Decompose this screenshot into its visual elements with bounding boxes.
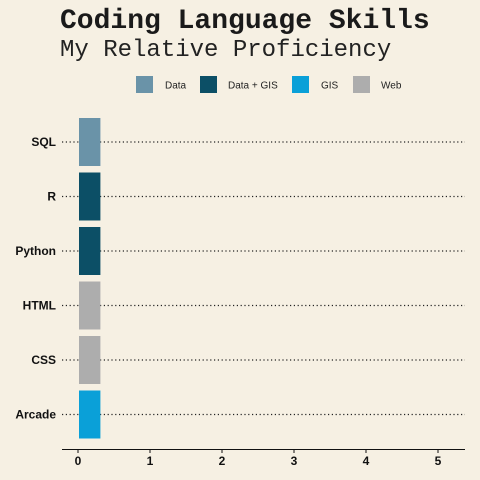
chart-subtitle: My Relative Proficiency	[60, 37, 392, 64]
legend-label-2: GIS	[321, 81, 339, 92]
bar-python	[79, 227, 101, 275]
x-tick-label-4: 4	[363, 454, 370, 468]
bar-sql	[79, 118, 101, 166]
x-tick-label-0: 0	[75, 454, 82, 468]
legend-swatch-0	[136, 76, 153, 93]
category-label-1: R	[47, 190, 56, 204]
legend-label-3: Web	[381, 81, 402, 92]
category-label-4: CSS	[31, 353, 56, 367]
legend-swatch-2	[292, 76, 309, 93]
x-tick-label-1: 1	[147, 454, 154, 468]
x-tick-label-2: 2	[219, 454, 226, 468]
category-label-3: HTML	[23, 299, 56, 313]
category-label-5: Arcade	[15, 408, 56, 422]
bar-html	[79, 281, 101, 330]
bar-css	[79, 336, 101, 384]
category-label-0: SQL	[31, 135, 56, 149]
chart-title: Coding Language Skills	[60, 6, 430, 37]
bar-r	[79, 172, 101, 221]
category-label-2: Python	[15, 244, 56, 258]
x-tick-label-3: 3	[291, 454, 298, 468]
x-tick-label-5: 5	[435, 454, 442, 468]
bar-arcade	[79, 390, 101, 439]
legend-swatch-1	[200, 76, 217, 93]
legend-label-0: Data	[165, 81, 187, 92]
legend-swatch-3	[353, 76, 370, 93]
legend-label-1: Data + GIS	[228, 81, 278, 92]
